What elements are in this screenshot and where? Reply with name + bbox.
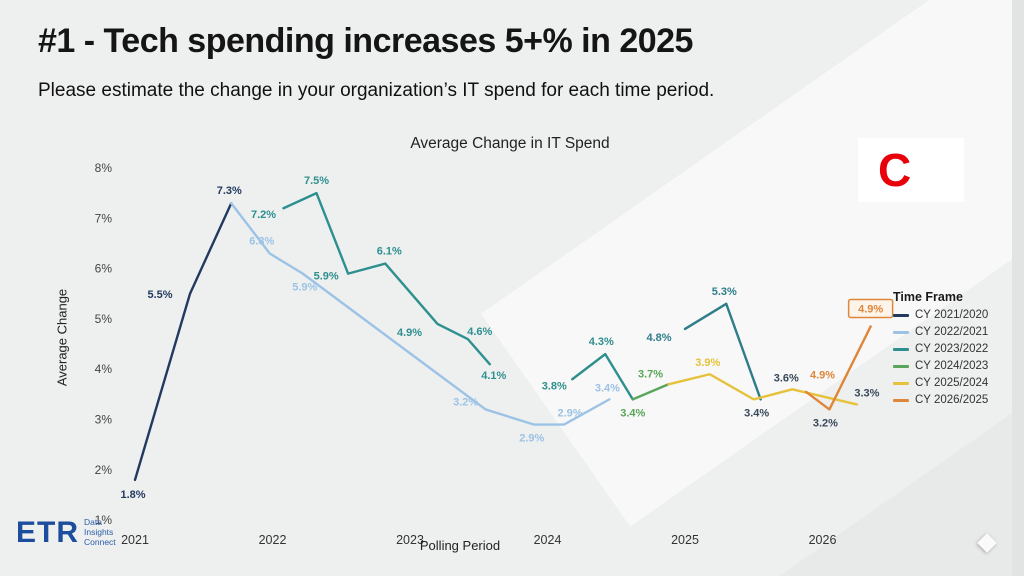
slide-title: #1 - Tech spending increases 5+% in 2025 <box>38 22 693 60</box>
svg-text:6.1%: 6.1% <box>377 246 402 258</box>
svg-text:2023: 2023 <box>396 533 424 547</box>
annotation-letter-c-text: C <box>878 144 912 196</box>
svg-text:4.8%: 4.8% <box>646 332 671 344</box>
legend-label: CY 2022/2021 <box>915 326 989 338</box>
legend-item: CY 2026/2025 <box>893 394 1021 406</box>
svg-text:1%: 1% <box>95 513 113 527</box>
svg-text:2.9%: 2.9% <box>557 408 582 420</box>
slide-subtitle: Please estimate the change in your organ… <box>38 80 715 101</box>
x-axis-label: Polling Period <box>419 538 501 553</box>
svg-text:7.3%: 7.3% <box>217 185 242 197</box>
svg-text:1.8%: 1.8% <box>120 489 145 501</box>
svg-text:3.6%: 3.6% <box>774 372 799 384</box>
legend-label: CY 2024/2023 <box>915 360 989 372</box>
svg-text:2025: 2025 <box>671 533 699 547</box>
legend-item: CY 2024/2023 <box>893 360 1021 372</box>
legend-item: CY 2023/2022 <box>893 343 1021 355</box>
legend-swatch <box>893 313 909 317</box>
svg-text:5.9%: 5.9% <box>314 271 339 283</box>
legend-title: Time Frame <box>893 290 963 304</box>
svg-text:3.9%: 3.9% <box>695 357 720 369</box>
svg-text:2%: 2% <box>95 463 113 477</box>
legend-label: CY 2021/2020 <box>915 309 989 321</box>
legend-swatch <box>893 398 909 402</box>
svg-text:8%: 8% <box>95 161 113 175</box>
svg-text:2024: 2024 <box>534 533 562 547</box>
etr-logo: ETR Data Insights Connect <box>16 516 116 549</box>
svg-text:5.5%: 5.5% <box>147 289 172 301</box>
svg-text:4.6%: 4.6% <box>467 326 492 338</box>
legend-swatch <box>893 364 909 368</box>
svg-text:2022: 2022 <box>259 533 287 547</box>
svg-text:6%: 6% <box>95 262 113 276</box>
svg-text:5.9%: 5.9% <box>292 282 317 294</box>
svg-text:3.4%: 3.4% <box>595 382 620 394</box>
svg-text:3.8%: 3.8% <box>542 380 567 392</box>
svg-text:4.9%: 4.9% <box>397 327 422 339</box>
svg-text:6.3%: 6.3% <box>249 236 274 248</box>
y-axis-label: Average Change <box>54 288 70 387</box>
svg-text:3.4%: 3.4% <box>620 407 645 419</box>
svg-text:5.3%: 5.3% <box>712 286 737 298</box>
svg-text:3.2%: 3.2% <box>813 417 838 429</box>
svg-text:3%: 3% <box>95 413 113 427</box>
svg-text:4%: 4% <box>95 362 113 376</box>
svg-text:7.5%: 7.5% <box>304 175 329 187</box>
svg-text:4.3%: 4.3% <box>589 336 614 348</box>
line-chart: 1% 2% 3% 4% 5% 6% 7% 8% 2021 2022 2023 2024 2025 2026… <box>95 161 894 547</box>
etr-logo-text: ETR <box>16 516 79 549</box>
svg-text:5%: 5% <box>95 312 113 326</box>
svg-text:3.3%: 3.3% <box>854 387 879 399</box>
diamond-icon <box>977 533 997 553</box>
legend-swatch <box>893 381 909 385</box>
legend-swatch <box>893 347 909 351</box>
legend-label: CY 2026/2025 <box>915 394 989 406</box>
legend-label: CY 2025/2024 <box>915 377 989 389</box>
svg-text:2026: 2026 <box>809 533 837 547</box>
etr-logo-subtext: Data Insights Connect <box>84 517 116 547</box>
svg-text:2.9%: 2.9% <box>519 433 544 445</box>
svg-text:3.7%: 3.7% <box>638 368 663 380</box>
svg-text:2021: 2021 <box>121 533 149 547</box>
annotation-letter-c: C <box>858 138 964 202</box>
legend-item: CY 2022/2021 <box>893 326 1021 338</box>
chart-title: Average Change in IT Spend <box>410 135 610 152</box>
background-edge-strip <box>1012 0 1024 576</box>
legend-items: CY 2021/2020 CY 2022/2021 CY 2023/2022 CY 2… <box>893 309 1021 406</box>
legend-label: CY 2023/2022 <box>915 343 989 355</box>
svg-text:3.4%: 3.4% <box>744 407 769 419</box>
svg-text:4.9%: 4.9% <box>810 369 835 381</box>
legend-item: CY 2021/2020 <box>893 309 1021 321</box>
legend-swatch <box>893 330 909 334</box>
legend: Time Frame CY 2021/2020 CY 2022/2021 CY 20… <box>893 290 1021 411</box>
legend-item: CY 2025/2024 <box>893 377 1021 389</box>
svg-text:4.9%: 4.9% <box>858 303 883 315</box>
svg-text:4.1%: 4.1% <box>481 370 506 382</box>
svg-text:3.2%: 3.2% <box>453 396 478 408</box>
svg-text:7%: 7% <box>95 211 113 225</box>
svg-text:7.2%: 7.2% <box>251 209 276 221</box>
